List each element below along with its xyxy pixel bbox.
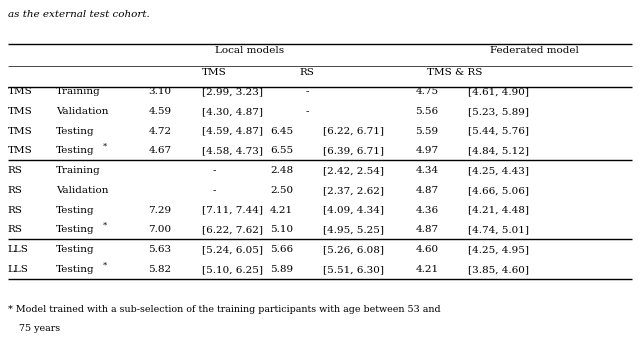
Text: Testing: Testing (56, 225, 95, 234)
Text: [2.42, 2.54]: [2.42, 2.54] (323, 166, 384, 175)
Text: [6.22, 6.71]: [6.22, 6.71] (323, 127, 384, 136)
Text: Training: Training (56, 87, 101, 96)
Text: TMS: TMS (8, 147, 33, 155)
Text: [4.95, 5.25]: [4.95, 5.25] (323, 225, 384, 234)
Text: 75 years: 75 years (19, 324, 60, 333)
Text: LLS: LLS (8, 265, 29, 274)
Text: [4.25, 4.95]: [4.25, 4.95] (468, 245, 529, 254)
Text: [4.66, 5.06]: [4.66, 5.06] (468, 186, 529, 195)
Text: * Model trained with a sub-selection of the training participants with age betwe: * Model trained with a sub-selection of … (8, 306, 440, 315)
Text: 4.87: 4.87 (415, 186, 438, 195)
Text: RS: RS (8, 225, 22, 234)
Text: 4.36: 4.36 (415, 206, 438, 215)
Text: 5.56: 5.56 (415, 107, 438, 116)
Text: [5.24, 6.05]: [5.24, 6.05] (202, 245, 262, 254)
Text: [7.11, 7.44]: [7.11, 7.44] (202, 206, 262, 215)
Text: [2.37, 2.62]: [2.37, 2.62] (323, 186, 384, 195)
Text: 6.55: 6.55 (270, 147, 293, 155)
Text: [4.61, 4.90]: [4.61, 4.90] (468, 87, 529, 96)
Text: 5.10: 5.10 (270, 225, 293, 234)
Text: 5.59: 5.59 (415, 127, 438, 136)
Text: [2.99, 3.23]: [2.99, 3.23] (202, 87, 262, 96)
Text: Testing: Testing (56, 147, 95, 155)
Text: Testing: Testing (56, 265, 95, 274)
Text: 4.75: 4.75 (415, 87, 438, 96)
Text: [6.22, 7.62]: [6.22, 7.62] (202, 225, 262, 234)
Text: -: - (305, 87, 309, 96)
Text: -: - (305, 107, 309, 116)
Text: [5.23, 5.89]: [5.23, 5.89] (468, 107, 529, 116)
Text: Federated model: Federated model (490, 46, 579, 55)
Text: Local models: Local models (215, 46, 284, 55)
Text: RS: RS (8, 206, 22, 215)
Text: 5.66: 5.66 (270, 245, 293, 254)
Text: 4.21: 4.21 (270, 206, 293, 215)
Text: [4.09, 4.34]: [4.09, 4.34] (323, 206, 384, 215)
Text: 4.34: 4.34 (415, 166, 438, 175)
Text: 4.60: 4.60 (415, 245, 438, 254)
Text: *: * (102, 222, 107, 230)
Text: [3.85, 4.60]: [3.85, 4.60] (468, 265, 529, 274)
Text: TMS: TMS (8, 87, 33, 96)
Text: 2.48: 2.48 (270, 166, 293, 175)
Text: Validation: Validation (56, 107, 109, 116)
Text: 7.00: 7.00 (148, 225, 172, 234)
Text: 4.59: 4.59 (148, 107, 172, 116)
Text: Training: Training (56, 166, 101, 175)
Text: RS: RS (300, 68, 315, 77)
Text: [4.25, 4.43]: [4.25, 4.43] (468, 166, 529, 175)
Text: Testing: Testing (56, 245, 95, 254)
Text: [4.58, 4.73]: [4.58, 4.73] (202, 147, 262, 155)
Text: 4.97: 4.97 (415, 147, 438, 155)
Text: 5.89: 5.89 (270, 265, 293, 274)
Text: TMS: TMS (8, 107, 33, 116)
Text: [4.21, 4.48]: [4.21, 4.48] (468, 206, 529, 215)
Text: [4.84, 5.12]: [4.84, 5.12] (468, 147, 529, 155)
Text: 2.50: 2.50 (270, 186, 293, 195)
Text: [4.59, 4.87]: [4.59, 4.87] (202, 127, 262, 136)
Text: Testing: Testing (56, 206, 95, 215)
Text: LLS: LLS (8, 245, 29, 254)
Text: RS: RS (8, 166, 22, 175)
Text: TMS: TMS (202, 68, 227, 77)
Text: -: - (212, 186, 216, 195)
Text: 3.10: 3.10 (148, 87, 172, 96)
Text: [5.51, 6.30]: [5.51, 6.30] (323, 265, 384, 274)
Text: [4.74, 5.01]: [4.74, 5.01] (468, 225, 529, 234)
Text: [6.39, 6.71]: [6.39, 6.71] (323, 147, 384, 155)
Text: TMS: TMS (8, 127, 33, 136)
Text: 4.72: 4.72 (148, 127, 172, 136)
Text: [5.44, 5.76]: [5.44, 5.76] (468, 127, 529, 136)
Text: -: - (212, 166, 216, 175)
Text: *: * (102, 143, 107, 151)
Text: *: * (102, 261, 107, 269)
Text: 5.63: 5.63 (148, 245, 172, 254)
Text: TMS & RS: TMS & RS (427, 68, 482, 77)
Text: [5.10, 6.25]: [5.10, 6.25] (202, 265, 262, 274)
Text: RS: RS (8, 186, 22, 195)
Text: as the external test cohort.: as the external test cohort. (8, 10, 149, 19)
Text: [5.26, 6.08]: [5.26, 6.08] (323, 245, 384, 254)
Text: 4.67: 4.67 (148, 147, 172, 155)
Text: 4.21: 4.21 (415, 265, 438, 274)
Text: [4.30, 4.87]: [4.30, 4.87] (202, 107, 262, 116)
Text: 4.87: 4.87 (415, 225, 438, 234)
Text: 7.29: 7.29 (148, 206, 172, 215)
Text: 6.45: 6.45 (270, 127, 293, 136)
Text: 5.82: 5.82 (148, 265, 172, 274)
Text: Testing: Testing (56, 127, 95, 136)
Text: Validation: Validation (56, 186, 109, 195)
